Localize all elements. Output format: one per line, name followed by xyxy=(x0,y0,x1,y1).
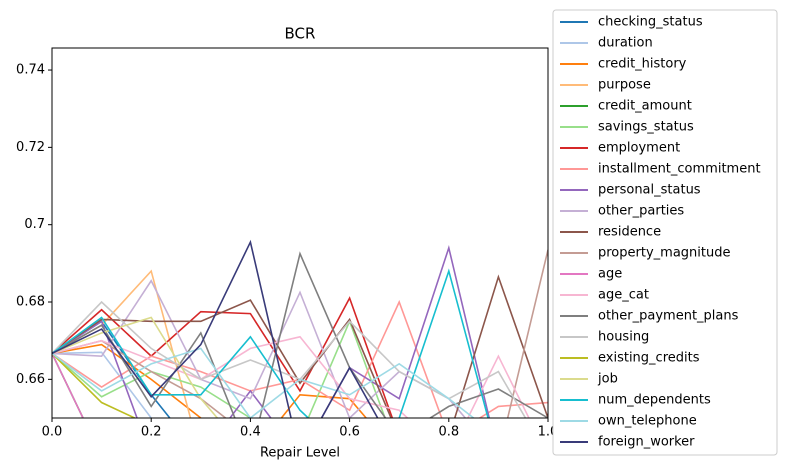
legend-label: savings_status xyxy=(598,120,694,135)
legend-label: age xyxy=(598,267,622,282)
legend-box xyxy=(552,9,778,456)
x-tick-label: 0.8 xyxy=(438,425,459,440)
legend-label: own_telephone xyxy=(598,414,697,429)
legend-label: installment_commitment xyxy=(598,162,761,177)
legend-label: employment xyxy=(598,141,680,156)
series-line xyxy=(52,251,548,418)
legend-label: personal_status xyxy=(598,183,701,198)
y-tick-label: 0.74 xyxy=(16,63,45,78)
legend-label: other_parties xyxy=(598,204,684,219)
legend-label: existing_credits xyxy=(598,351,700,366)
chart-title: BCR xyxy=(285,25,316,43)
legend-label: job xyxy=(597,372,618,387)
legend-label: num_dependents xyxy=(598,393,711,408)
x-axis-label: Repair Level xyxy=(260,446,340,461)
legend-label: credit_history xyxy=(598,57,687,72)
series-line xyxy=(52,335,530,418)
legend-label: other_payment_plans xyxy=(598,309,739,324)
series-line xyxy=(52,239,379,418)
legend-label: property_magnitude xyxy=(598,246,730,261)
plot-lines xyxy=(52,239,548,418)
x-tick-label: 0.4 xyxy=(240,425,261,440)
x-tick-label: 0.0 xyxy=(42,425,63,440)
y-tick-label: 0.72 xyxy=(16,140,45,155)
legend-label: housing xyxy=(598,330,649,345)
series-line xyxy=(52,316,219,418)
legend-label: duration xyxy=(598,36,653,51)
y-tick-label: 0.68 xyxy=(16,295,45,310)
legend-label: age_cat xyxy=(598,288,649,303)
series-line xyxy=(52,274,548,418)
legend-label: purpose xyxy=(598,78,651,93)
series-line xyxy=(52,268,489,418)
series-line xyxy=(52,279,467,418)
x-tick-label: 0.2 xyxy=(141,425,162,440)
series-line xyxy=(52,249,548,418)
y-tick-label: 0.66 xyxy=(16,372,45,387)
series-line xyxy=(52,244,491,418)
series-line xyxy=(52,296,394,418)
y-tick-label: 0.7 xyxy=(24,217,45,232)
legend-label: foreign_worker xyxy=(598,435,695,450)
series-line xyxy=(52,269,192,418)
legend-label: credit_amount xyxy=(598,99,692,114)
x-tick-label: 0.6 xyxy=(339,425,360,440)
series-line xyxy=(52,351,153,418)
legend-label: checking_status xyxy=(598,15,703,30)
plot-frame xyxy=(51,47,549,419)
legend-label: residence xyxy=(598,225,661,240)
